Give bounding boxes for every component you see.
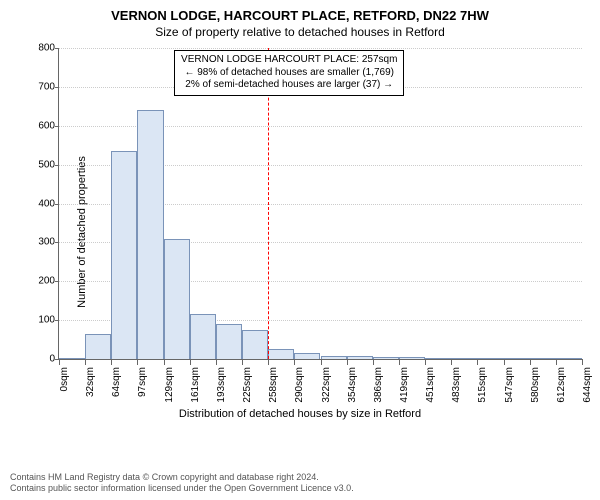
x-tick-label: 0sqm	[59, 367, 70, 391]
annotation-line: 2% of semi-detached houses are larger (3…	[181, 79, 397, 92]
annotation-line: VERNON LODGE HARCOURT PLACE: 257sqm	[181, 54, 397, 67]
histogram-bar	[216, 324, 242, 359]
x-tick-label: 32sqm	[85, 367, 96, 397]
x-tick-label: 225sqm	[242, 367, 253, 403]
histogram-bar	[268, 349, 294, 359]
histogram-bar	[530, 358, 556, 359]
x-tick	[504, 359, 505, 365]
x-tick-label: 258sqm	[268, 367, 279, 403]
histogram-bar	[190, 314, 216, 359]
y-tick-label: 500	[38, 159, 59, 170]
y-tick-label: 0	[49, 354, 59, 365]
histogram-bar	[111, 151, 137, 359]
x-tick	[268, 359, 269, 365]
y-tick-label: 700	[38, 81, 59, 92]
histogram-bar	[59, 358, 85, 359]
x-tick-label: 193sqm	[216, 367, 227, 403]
x-tick	[59, 359, 60, 365]
x-tick-label: 515sqm	[477, 367, 488, 403]
x-tick	[556, 359, 557, 365]
gridline	[59, 48, 582, 49]
histogram-bar	[399, 357, 425, 359]
histogram-bar	[477, 358, 503, 359]
y-tick-label: 800	[38, 43, 59, 54]
histogram-bar	[242, 330, 268, 359]
x-tick-label: 354sqm	[347, 367, 358, 403]
chart-subtitle: Size of property relative to detached ho…	[0, 23, 600, 39]
x-tick	[425, 359, 426, 365]
x-tick-label: 547sqm	[504, 367, 515, 403]
histogram-bar	[164, 239, 190, 360]
annotation-box: VERNON LODGE HARCOURT PLACE: 257sqm← 98%…	[174, 50, 404, 96]
x-tick-label: 451sqm	[425, 367, 436, 403]
x-tick	[294, 359, 295, 365]
x-tick	[137, 359, 138, 365]
x-tick-label: 161sqm	[190, 367, 201, 403]
x-tick	[85, 359, 86, 365]
x-tick-label: 612sqm	[556, 367, 567, 403]
x-tick-label: 483sqm	[451, 367, 462, 403]
x-tick	[373, 359, 374, 365]
x-tick	[190, 359, 191, 365]
x-tick	[477, 359, 478, 365]
plot-region: 01002003004005006007008000sqm32sqm64sqm9…	[58, 48, 582, 360]
y-tick-label: 600	[38, 120, 59, 131]
x-tick	[399, 359, 400, 365]
histogram-bar	[373, 357, 399, 359]
x-tick-label: 644sqm	[582, 367, 593, 403]
histogram-bar	[347, 356, 373, 359]
x-tick	[582, 359, 583, 365]
x-tick	[111, 359, 112, 365]
histogram-bar	[556, 358, 582, 359]
x-tick-label: 322sqm	[321, 367, 332, 403]
plot-inner: 01002003004005006007008000sqm32sqm64sqm9…	[58, 48, 582, 360]
histogram-bar	[294, 353, 320, 359]
x-tick	[321, 359, 322, 365]
histogram-bar	[321, 356, 347, 359]
attribution-footer: Contains HM Land Registry data © Crown c…	[10, 472, 354, 494]
histogram-bar	[137, 110, 163, 359]
x-tick-label: 290sqm	[294, 367, 305, 403]
x-tick	[530, 359, 531, 365]
x-tick-label: 580sqm	[530, 367, 541, 403]
footer-line-2: Contains public sector information licen…	[10, 483, 354, 494]
x-tick	[164, 359, 165, 365]
x-tick-label: 419sqm	[399, 367, 410, 403]
y-tick-label: 200	[38, 276, 59, 287]
x-axis-label: Distribution of detached houses by size …	[0, 408, 600, 420]
chart-title: VERNON LODGE, HARCOURT PLACE, RETFORD, D…	[0, 0, 600, 23]
x-tick-label: 129sqm	[164, 367, 175, 403]
y-tick-label: 300	[38, 237, 59, 248]
histogram-bar	[451, 358, 477, 359]
x-tick	[242, 359, 243, 365]
x-tick-label: 386sqm	[373, 367, 384, 403]
footer-line-1: Contains HM Land Registry data © Crown c…	[10, 472, 354, 483]
x-tick-label: 64sqm	[111, 367, 122, 397]
x-tick	[347, 359, 348, 365]
x-tick	[451, 359, 452, 365]
histogram-bar	[504, 358, 530, 359]
x-tick	[216, 359, 217, 365]
histogram-bar	[425, 358, 451, 359]
y-tick-label: 100	[38, 315, 59, 326]
y-tick-label: 400	[38, 198, 59, 209]
annotation-line: ← 98% of detached houses are smaller (1,…	[181, 67, 397, 80]
chart-area: Number of detached properties 0100200300…	[0, 42, 600, 422]
x-tick-label: 97sqm	[137, 367, 148, 397]
histogram-bar	[85, 334, 111, 359]
